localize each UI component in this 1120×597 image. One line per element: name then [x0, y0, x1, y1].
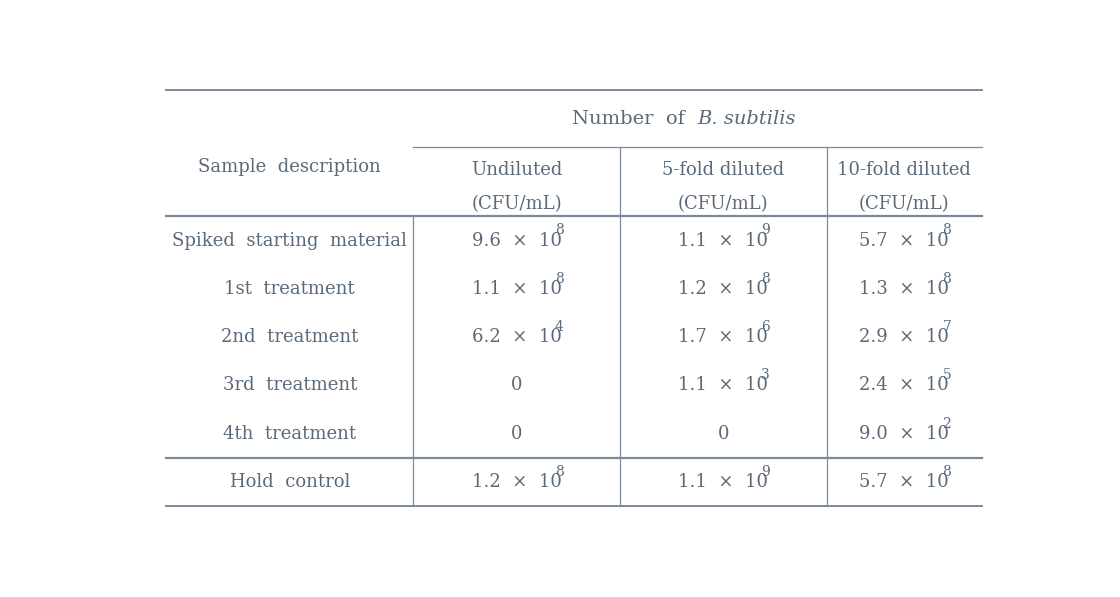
Text: 8: 8 — [762, 272, 771, 286]
Text: 1.1  ×  10: 1.1 × 10 — [679, 376, 768, 395]
Text: 1.1  ×  10: 1.1 × 10 — [679, 232, 768, 250]
Text: 8: 8 — [942, 223, 951, 238]
Text: (CFU/mL): (CFU/mL) — [678, 195, 768, 213]
Text: 8: 8 — [554, 223, 563, 238]
Text: 9.0  ×  10: 9.0 × 10 — [859, 424, 950, 442]
Text: 5-fold diluted: 5-fold diluted — [662, 161, 784, 180]
Text: B. subtilis: B. subtilis — [698, 110, 796, 128]
Text: 1.3  ×  10: 1.3 × 10 — [859, 280, 950, 298]
Text: Spiked  starting  material: Spiked starting material — [172, 232, 408, 250]
Text: 2: 2 — [942, 417, 951, 430]
Text: 9: 9 — [762, 465, 771, 479]
Text: 0: 0 — [511, 376, 522, 395]
Text: 4: 4 — [554, 320, 563, 334]
Text: 1.2  ×  10: 1.2 × 10 — [679, 280, 768, 298]
Text: 8: 8 — [942, 465, 951, 479]
Text: 0: 0 — [511, 424, 522, 442]
Text: 1.2  ×  10: 1.2 × 10 — [472, 473, 561, 491]
Text: (CFU/mL): (CFU/mL) — [859, 195, 950, 213]
Text: 2nd  treatment: 2nd treatment — [221, 328, 358, 346]
Text: Undiluted: Undiluted — [472, 161, 562, 180]
Text: 8: 8 — [554, 272, 563, 286]
Text: 2.4  ×  10: 2.4 × 10 — [859, 376, 949, 395]
Text: 7: 7 — [942, 320, 951, 334]
Text: 10-fold diluted: 10-fold diluted — [838, 161, 971, 180]
Text: 9.6  ×  10: 9.6 × 10 — [472, 232, 562, 250]
Text: 3: 3 — [762, 368, 771, 382]
Text: 2.9  ×  10: 2.9 × 10 — [859, 328, 950, 346]
Text: 8: 8 — [554, 465, 563, 479]
Text: Hold  control: Hold control — [230, 473, 349, 491]
Text: 1st  treatment: 1st treatment — [224, 280, 355, 298]
Text: 5: 5 — [942, 368, 951, 382]
Text: 1.1  ×  10: 1.1 × 10 — [679, 473, 768, 491]
Text: 6: 6 — [762, 320, 771, 334]
Text: (CFU/mL): (CFU/mL) — [472, 195, 562, 213]
Text: 9: 9 — [762, 223, 771, 238]
Text: 5.7  ×  10: 5.7 × 10 — [859, 232, 949, 250]
Text: 0: 0 — [718, 424, 729, 442]
Text: 5.7  ×  10: 5.7 × 10 — [859, 473, 949, 491]
Text: Number  of: Number of — [572, 110, 698, 128]
Text: 1.7  ×  10: 1.7 × 10 — [679, 328, 768, 346]
Text: 4th  treatment: 4th treatment — [223, 424, 356, 442]
Text: 1.1  ×  10: 1.1 × 10 — [472, 280, 562, 298]
Text: Sample  description: Sample description — [198, 158, 381, 176]
Text: 6.2  ×  10: 6.2 × 10 — [472, 328, 561, 346]
Text: 8: 8 — [942, 272, 951, 286]
Text: 3rd  treatment: 3rd treatment — [223, 376, 357, 395]
